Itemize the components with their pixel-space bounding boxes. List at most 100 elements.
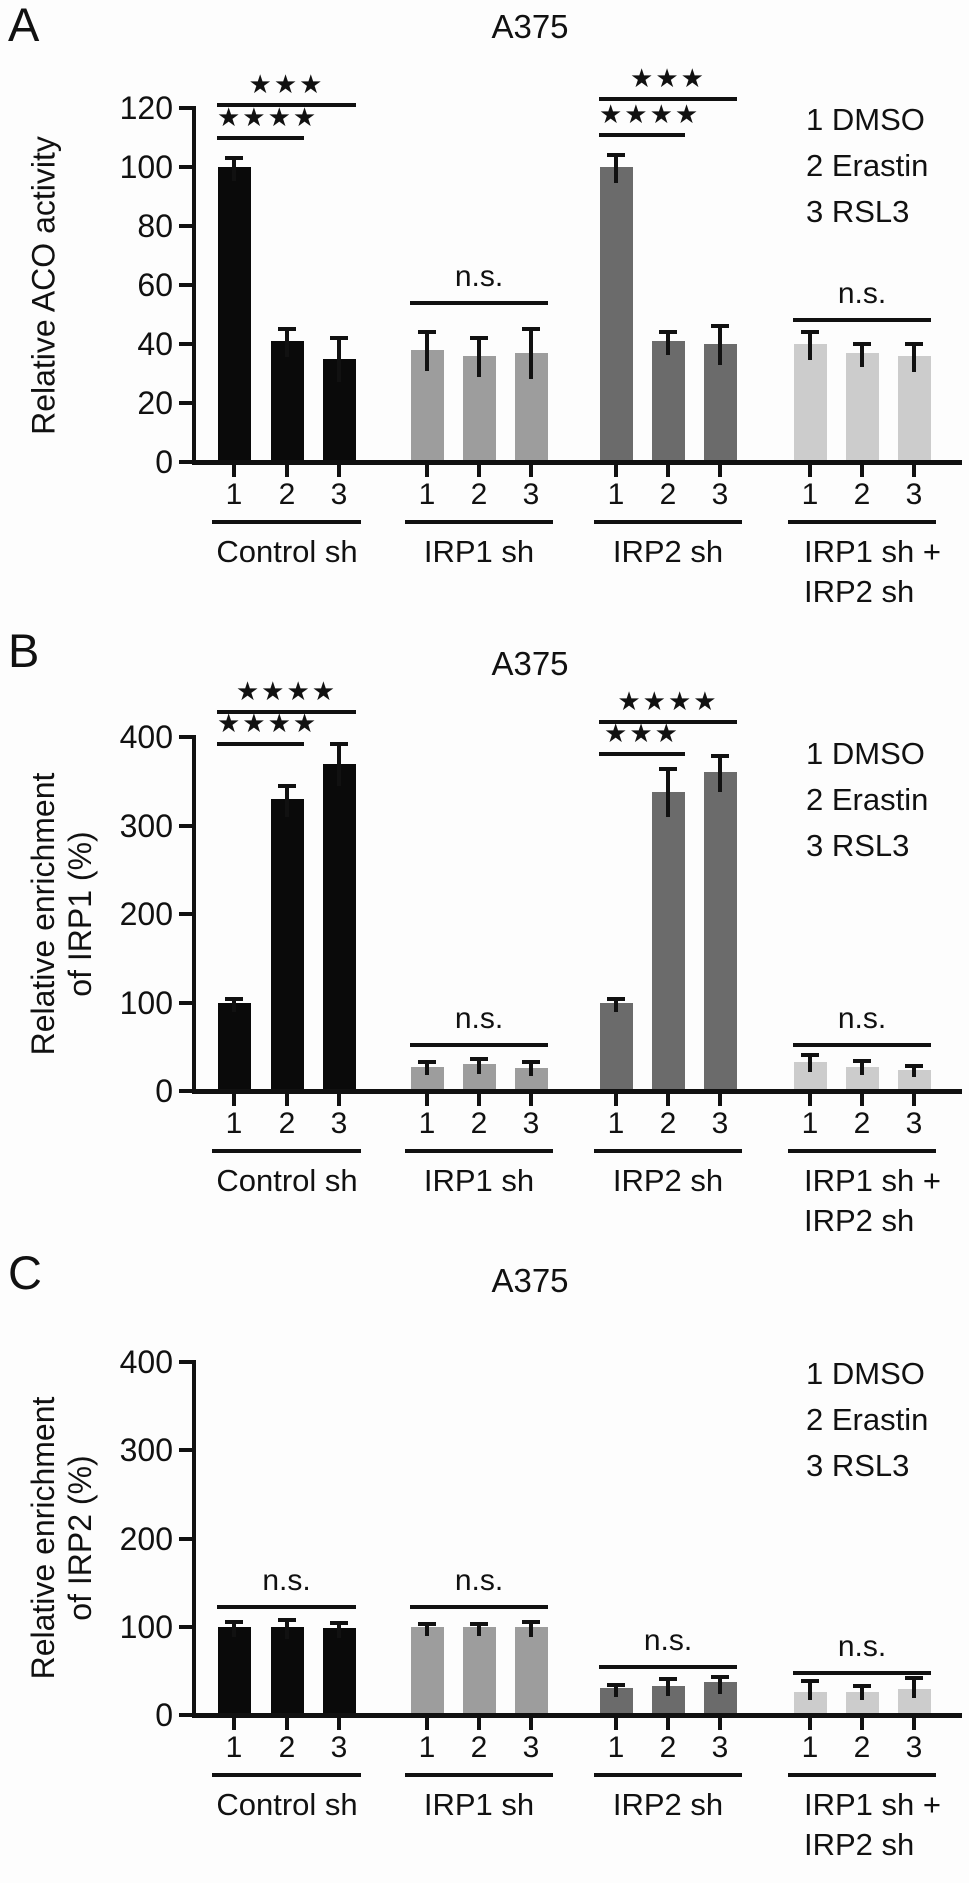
x-tick-label: 3 <box>522 478 540 511</box>
chart-title: A375 <box>491 8 569 45</box>
ns-label: n.s. <box>643 1624 693 1658</box>
error-bar-cap <box>470 1057 488 1062</box>
significance-bracket-line <box>217 710 356 715</box>
error-bar-whisker <box>232 1622 236 1638</box>
ns-label: n.s. <box>454 1564 504 1598</box>
x-tick-label: 3 <box>711 478 729 511</box>
legend-item: 2 Erastin <box>806 148 929 183</box>
error-bar-cap <box>522 1620 540 1625</box>
group-label: IRP1 sh <box>423 1787 535 1822</box>
x-tick <box>529 1718 533 1730</box>
group-underline <box>594 1149 742 1153</box>
legend-item: 2 Erastin <box>806 1402 929 1437</box>
y-tick-label: 40 <box>137 326 173 362</box>
x-tick <box>808 1718 812 1730</box>
error-bar-cap <box>470 336 488 341</box>
error-bar-whisker <box>232 998 236 1013</box>
error-bar-cap <box>659 766 677 771</box>
x-tick <box>808 465 812 477</box>
x-tick-label: 2 <box>659 1731 677 1764</box>
group-underline <box>212 1773 361 1777</box>
error-bar-cap <box>659 330 677 335</box>
error-bar-whisker <box>425 332 429 372</box>
x-tick <box>614 1094 618 1106</box>
y-tick-label: 0 <box>155 1073 173 1109</box>
error-bar-whisker <box>666 332 670 356</box>
significance-bracket-line <box>793 1042 931 1047</box>
x-tick <box>718 1094 722 1106</box>
bar <box>217 1002 251 1091</box>
x-tick <box>666 1718 670 1730</box>
error-bar-cap <box>853 1058 871 1063</box>
y-tick <box>179 1624 192 1629</box>
bar <box>793 344 827 462</box>
error-bar-cap <box>225 996 243 1001</box>
x-tick <box>718 1718 722 1730</box>
x-tick-label: 2 <box>659 478 677 511</box>
error-bar-whisker <box>718 1677 722 1694</box>
legend-item: 3 RSL3 <box>806 828 910 863</box>
error-bar-cap <box>853 1683 871 1688</box>
y-tick-label: 200 <box>119 1520 173 1557</box>
significance-bracket-line <box>599 1665 737 1670</box>
bar <box>599 167 633 462</box>
x-tick <box>912 465 916 477</box>
x-tick <box>285 1094 289 1106</box>
y-tick <box>179 283 192 287</box>
y-tick-label: 80 <box>137 208 173 244</box>
error-bar-whisker <box>860 1685 864 1701</box>
group-label: IRP2 sh <box>612 1163 724 1198</box>
group-underline <box>594 1773 742 1777</box>
x-tick-label: 3 <box>905 1731 923 1764</box>
group-underline <box>405 520 553 524</box>
y-tick-label: 200 <box>119 896 173 932</box>
bar <box>270 341 304 462</box>
significance-bracket-line <box>599 97 737 102</box>
error-bar-whisker <box>529 1061 533 1077</box>
y-tick <box>179 224 192 228</box>
panel-letter: A <box>8 0 40 51</box>
error-bar-cap <box>905 1064 923 1069</box>
x-tick <box>614 1718 618 1730</box>
y-axis-label-line: Relative ACO activity <box>25 135 62 435</box>
error-bar-whisker <box>477 338 481 377</box>
x-tick <box>614 465 618 477</box>
error-bar-cap <box>418 1622 436 1627</box>
error-bar-cap <box>418 1059 436 1064</box>
legend-item: 1 DMSO <box>806 736 925 771</box>
significance-stars: ★★★★ <box>235 676 338 707</box>
error-bar-whisker <box>285 329 289 358</box>
error-bar-cap <box>225 156 243 161</box>
x-tick <box>337 1094 341 1106</box>
error-bar-cap <box>607 153 625 158</box>
error-bar-cap <box>607 1682 625 1687</box>
significance-bracket-line <box>410 1605 548 1610</box>
x-tick-label: 3 <box>711 1107 729 1140</box>
x-tick-label: 2 <box>278 1107 296 1140</box>
error-bar-cap <box>522 1059 540 1064</box>
y-tick <box>179 823 192 828</box>
x-tick-label: 1 <box>607 1107 625 1140</box>
significance-bracket-line <box>217 742 304 747</box>
group-label: IRP1 sh <box>423 534 535 569</box>
group-label: IRP2 sh <box>612 534 724 569</box>
error-bar-whisker <box>425 1061 429 1076</box>
significance-bracket-line <box>793 318 931 323</box>
group-label: Control sh <box>216 1163 358 1198</box>
y-tick <box>179 401 192 405</box>
y-axis-line <box>192 106 196 464</box>
significance-bracket-line <box>599 719 737 724</box>
y-tick <box>179 735 192 739</box>
error-bar-cap <box>905 1675 923 1680</box>
group-underline <box>788 1773 936 1777</box>
significance-bracket-line <box>599 751 685 756</box>
bar <box>793 1692 827 1715</box>
error-bar-cap <box>853 342 871 346</box>
bar <box>514 1626 548 1715</box>
x-tick-label: 3 <box>711 1731 729 1764</box>
y-tick-label: 20 <box>137 385 173 421</box>
significance-stars: ★★★ <box>248 69 325 100</box>
x-tick <box>232 465 236 477</box>
x-tick <box>666 1094 670 1106</box>
